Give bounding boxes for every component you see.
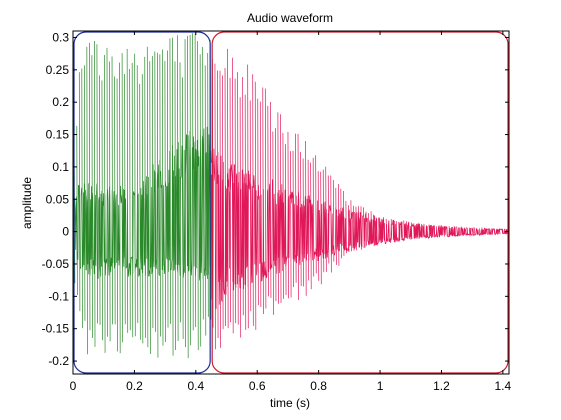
y-tick-label: 0.05 xyxy=(46,192,70,206)
y-tick-label: 0.1 xyxy=(52,160,69,174)
y-tick-label: 0.3 xyxy=(52,30,69,44)
x-axis-label: time (s) xyxy=(270,396,310,410)
y-tick-label: -0.05 xyxy=(42,257,70,271)
selection-box-1 xyxy=(73,31,211,374)
y-axis-label: amplitude xyxy=(20,177,34,229)
y-tick-label: 0.15 xyxy=(46,128,70,142)
selection-box-2 xyxy=(211,31,509,374)
x-tick-label: 0.2 xyxy=(126,379,143,393)
plot-area: 0 0.2 0.4 0.6 0.8 1 1.2 1.4 -0.2 -0.15 -0.1 -0.05 0 0… xyxy=(42,30,512,393)
y-tick-label: -0.2 xyxy=(48,354,69,368)
x-tick-label: 1 xyxy=(377,379,384,393)
plot-border xyxy=(72,30,510,375)
waveform-series-2 xyxy=(210,48,509,350)
x-tick-label: 0 xyxy=(70,379,77,393)
y-tick-label: 0.2 xyxy=(52,95,69,109)
x-tick-label: 1.4 xyxy=(495,379,512,393)
waveform-series-1 xyxy=(72,33,212,359)
y-tick-label: -0.15 xyxy=(42,322,70,336)
x-tick-label: 0.4 xyxy=(187,379,204,393)
chart-title: Audio waveform xyxy=(247,11,333,25)
y-tick-label: -0.1 xyxy=(48,289,69,303)
x-tick-label: 0.6 xyxy=(249,379,266,393)
y-tick-label: 0 xyxy=(62,225,69,239)
x-tick-label: 1.2 xyxy=(433,379,450,393)
x-tick-label: 0.8 xyxy=(310,379,327,393)
y-tick-label: 0.25 xyxy=(46,63,70,77)
